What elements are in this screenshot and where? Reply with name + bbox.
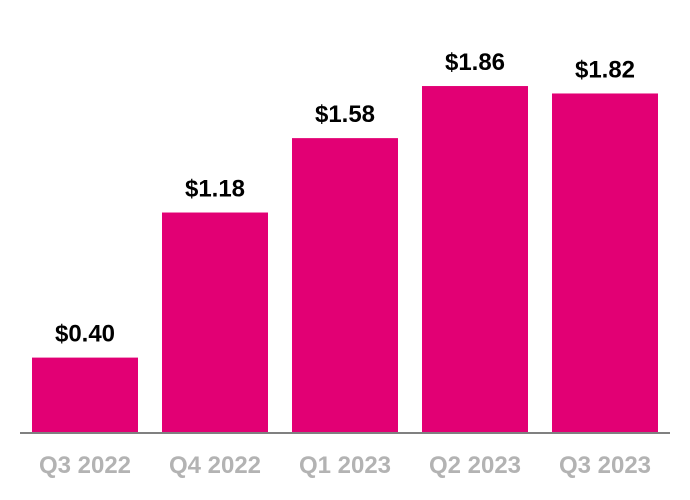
- category-label: Q3 2022: [39, 452, 131, 479]
- value-label: $1.18: [185, 176, 245, 203]
- value-label: $1.58: [315, 101, 375, 128]
- value-label: $1.86: [445, 49, 505, 76]
- bar-q2-2023: [422, 86, 528, 432]
- bar-q1-2023: [292, 138, 398, 432]
- category-label: Q2 2023: [429, 452, 521, 479]
- category-label: Q4 2022: [169, 452, 261, 479]
- bar-q3-2022: [32, 357, 138, 432]
- value-label: $1.82: [575, 56, 635, 83]
- bar-q4-2022: [162, 212, 268, 432]
- bar-q3-2023: [552, 93, 658, 432]
- category-label: Q1 2023: [299, 452, 391, 479]
- category-label: Q3 2023: [559, 452, 651, 479]
- value-label: $0.40: [55, 321, 115, 348]
